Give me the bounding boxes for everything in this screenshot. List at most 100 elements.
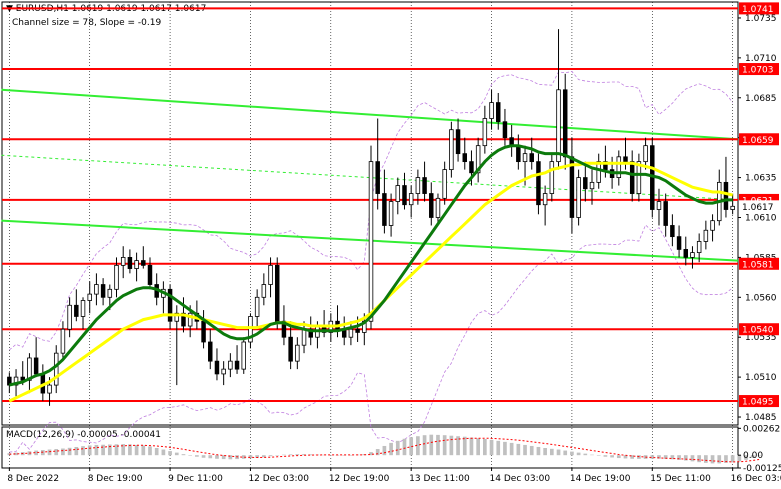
macd-bar bbox=[422, 435, 427, 456]
macd-bar bbox=[221, 455, 226, 460]
candle-body bbox=[469, 161, 474, 174]
candle-body bbox=[690, 252, 695, 258]
macd-bar bbox=[121, 444, 126, 456]
macd-bar bbox=[174, 452, 179, 456]
macd-bar bbox=[462, 436, 467, 456]
candle-body bbox=[53, 352, 59, 386]
time-tick-label: 14 Dec 03:00 bbox=[490, 474, 551, 484]
price-tick-label: 1.0635 bbox=[745, 174, 777, 184]
candle-body bbox=[114, 264, 119, 290]
macd-bar bbox=[34, 450, 38, 456]
macd-bar bbox=[282, 454, 286, 456]
candle-body bbox=[542, 193, 548, 206]
candle-body bbox=[120, 256, 126, 266]
time-tick-label: 8 Dec 19:00 bbox=[88, 474, 143, 484]
candle-body bbox=[670, 225, 675, 238]
macd-bar bbox=[509, 442, 514, 456]
candle-body bbox=[482, 118, 488, 147]
bollinger-lower bbox=[9, 224, 733, 453]
candle-body bbox=[281, 320, 287, 338]
time-tick-label: 9 Dec 11:00 bbox=[168, 474, 223, 484]
macd-bar bbox=[476, 438, 480, 456]
channel-info: Channel size = 78, Slope = -0.19 bbox=[12, 18, 162, 28]
candle-body bbox=[696, 241, 702, 254]
macd-bar bbox=[503, 441, 507, 456]
candle-body bbox=[261, 284, 267, 298]
macd-bar bbox=[188, 455, 193, 456]
candle-body bbox=[415, 177, 421, 194]
candle-body bbox=[583, 177, 588, 190]
macd-bar bbox=[570, 451, 574, 456]
candle-body bbox=[301, 328, 307, 346]
candle-body bbox=[167, 288, 173, 322]
candle-body bbox=[683, 249, 689, 258]
macd-bar bbox=[215, 455, 219, 459]
level-label: 1.0581 bbox=[742, 260, 774, 270]
macd-bar bbox=[677, 455, 681, 460]
macd-bar bbox=[623, 455, 628, 459]
candle-body bbox=[13, 376, 19, 386]
macd-bar bbox=[523, 444, 527, 456]
candle-body bbox=[308, 328, 313, 338]
candle-body bbox=[502, 121, 508, 139]
macd-bar bbox=[134, 444, 139, 456]
macd-label: MACD(12,26,9) -0.00005 -0.00041 bbox=[6, 430, 162, 440]
candle-body bbox=[703, 229, 709, 242]
candle-body bbox=[107, 288, 113, 298]
candle-body bbox=[435, 197, 441, 218]
level-label: 1.0659 bbox=[742, 136, 774, 146]
candle-body bbox=[94, 284, 99, 295]
macd-bar bbox=[630, 455, 635, 459]
macd-bar bbox=[402, 438, 407, 456]
macd-bar bbox=[744, 455, 748, 460]
macd-bar bbox=[389, 442, 393, 456]
macd-bar bbox=[663, 455, 668, 459]
time-tick-label: 14 Dec 19:00 bbox=[570, 474, 631, 484]
candle-body bbox=[234, 360, 240, 370]
level-label-box bbox=[739, 323, 779, 336]
macd-bar bbox=[154, 448, 159, 456]
macd-bar bbox=[168, 451, 172, 456]
macd-bar bbox=[201, 455, 206, 458]
macd-tick-label: 0.00 bbox=[743, 451, 763, 461]
macd-bar bbox=[195, 455, 199, 457]
macd-bar bbox=[456, 436, 460, 456]
macd-bar bbox=[483, 438, 487, 456]
candle-body bbox=[549, 161, 555, 194]
price-tick-label: 1.0735 bbox=[745, 14, 777, 24]
candle-body bbox=[422, 177, 427, 194]
candle-body bbox=[74, 304, 79, 317]
level-label-box bbox=[739, 257, 779, 270]
macd-bar bbox=[489, 439, 494, 456]
candle-body bbox=[201, 320, 206, 343]
candle-body bbox=[47, 384, 52, 394]
macd-bar bbox=[268, 455, 273, 457]
macd-bar bbox=[543, 448, 547, 456]
macd-bar bbox=[690, 455, 695, 462]
candle-body bbox=[656, 201, 662, 210]
candle-body bbox=[127, 256, 133, 269]
macd-bar bbox=[724, 455, 728, 463]
macd-bar bbox=[40, 450, 45, 456]
candle-body bbox=[395, 185, 401, 202]
candle-body bbox=[475, 145, 481, 174]
macd-bar bbox=[442, 435, 447, 456]
macd-bar bbox=[47, 449, 52, 456]
macd-bar bbox=[704, 455, 708, 463]
macd-bar bbox=[275, 455, 280, 456]
macd-bar bbox=[730, 455, 735, 463]
macd-bar bbox=[757, 455, 762, 456]
candle-body bbox=[368, 161, 374, 322]
time-tick-label: 8 Dec 2022 bbox=[7, 474, 59, 484]
macd-bar bbox=[101, 444, 105, 456]
price-tick-label: 1.0510 bbox=[745, 373, 777, 383]
channel-upper-line bbox=[1, 88, 739, 141]
candle-body bbox=[181, 312, 186, 327]
macd-bar bbox=[536, 446, 541, 456]
macd-bar bbox=[395, 440, 400, 456]
candle-body bbox=[67, 304, 72, 330]
candle-body bbox=[402, 185, 407, 206]
macd-bar bbox=[114, 444, 119, 456]
time-tick-label: 16 Dec 03:00 bbox=[731, 474, 781, 484]
